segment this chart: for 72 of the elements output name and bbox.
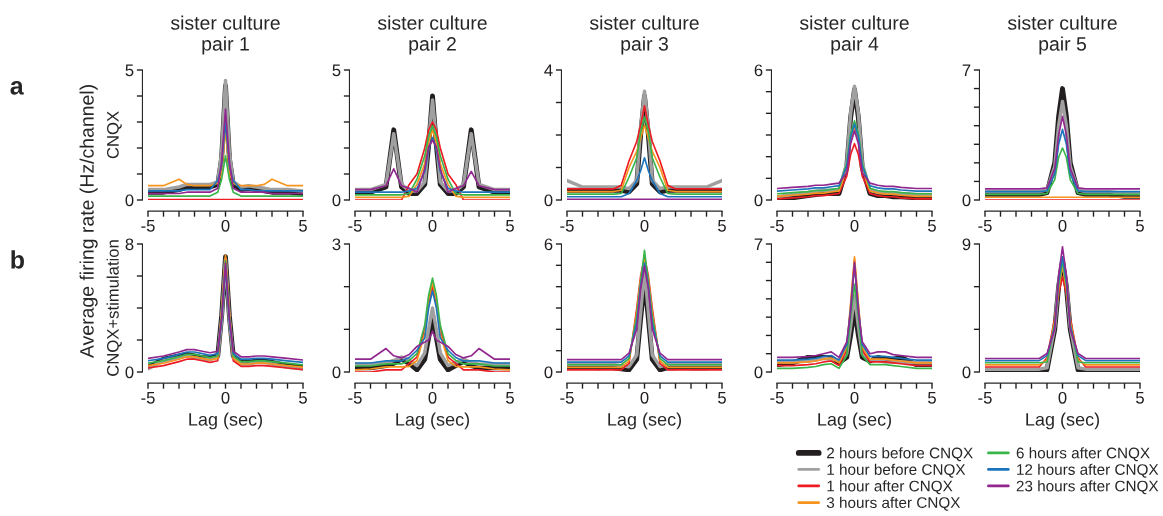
legend-label: 23 hours after CNQX [1016,480,1159,495]
y-tick-label: 0 [962,194,971,207]
legend-label: 2 hours before CNQX [827,447,973,462]
y-tick-label: 4 [544,64,553,77]
y-tick-label: 0 [125,366,134,379]
y-tick-label: 3 [332,238,341,251]
x-tick-label: 5 [1136,220,1144,232]
x-axis-title: Lag (sec) [189,412,263,430]
text: a [10,81,24,95]
x-tick-label: -5 [560,392,574,404]
x-tick-label: 5 [506,392,514,404]
y-tick-label: 6 [544,238,553,251]
legend-label: 1 hour before CNQX [827,463,966,478]
x-tick-label: 0 [1058,219,1067,232]
x-tick-label: 5 [718,392,726,404]
chart-title: sister culture pair 2 [377,15,487,55]
y-axis-title: CNQX [106,111,122,159]
y-tick-label: 5 [332,64,341,77]
x-tick-label: -5 [141,220,155,232]
y-tick-label: 6 [754,64,763,77]
chart-title: sister culture pair 3 [589,15,699,55]
x-tick-label: 0 [640,391,649,404]
y-tick-label: 0 [544,194,553,207]
x-tick-label: 5 [718,220,726,232]
x-tick-label: 5 [928,220,936,232]
chart-title: sister culture pair 5 [1007,15,1117,55]
x-tick-label: -5 [348,220,362,232]
y-axis-title: CNQX+stimulation [106,240,122,376]
x-tick-label: 5 [299,392,307,404]
legend-label: 3 hours after CNQX [826,496,961,511]
y-tick-label: 5 [125,64,134,77]
y-tick-label: 7 [962,64,971,77]
legend-label: 1 hour after CNQX [827,480,953,495]
x-axis-title: Lag (sec) [818,412,892,430]
text: Average firing rate (Hz/channel) [79,85,98,359]
y-tick-label: 0 [754,194,763,207]
x-tick-label: -5 [141,392,155,404]
x-tick-label: -5 [348,392,362,404]
x-axis-title: Lag (sec) [608,412,682,430]
x-tick-label: 0 [428,391,437,404]
x-tick-label: 5 [928,392,936,404]
x-tick-label: 0 [850,219,859,232]
chart-title: sister culture pair 1 [170,15,280,55]
legend-label: 6 hours after CNQX [1016,447,1150,462]
x-tick-label: -5 [560,220,574,232]
x-tick-label: -5 [770,220,784,232]
x-tick-label: -5 [770,392,784,404]
y-tick-label: 0 [332,366,341,379]
x-tick-label: 0 [221,391,230,404]
x-tick-label: 0 [640,219,649,232]
y-tick-label: 7 [754,238,763,251]
x-tick-label: -5 [978,220,992,232]
text: b [11,250,24,269]
x-tick-label: 5 [299,220,307,232]
y-tick-label: 9 [962,238,971,251]
y-tick-label: 0 [754,366,763,379]
x-tick-label: 0 [850,391,859,404]
x-axis-title: Lag (sec) [396,412,470,430]
x-tick-label: -5 [978,392,992,404]
y-tick-label: 0 [962,366,971,379]
y-tick-label: 0 [125,194,134,207]
legend-label: 12 hours after CNQX [1017,463,1159,478]
x-tick-label: 5 [506,220,514,232]
chart-title: sister culture pair 4 [799,15,909,55]
x-tick-label: 5 [1136,392,1144,404]
x-tick-label: 0 [1058,391,1067,404]
y-tick-label: 0 [544,366,553,379]
x-axis-title: Lag (sec) [1026,412,1100,430]
y-tick-label: 0 [332,194,341,207]
y-tick-label: 8 [125,238,134,251]
x-tick-label: 0 [221,219,230,232]
x-tick-label: 0 [428,219,437,232]
